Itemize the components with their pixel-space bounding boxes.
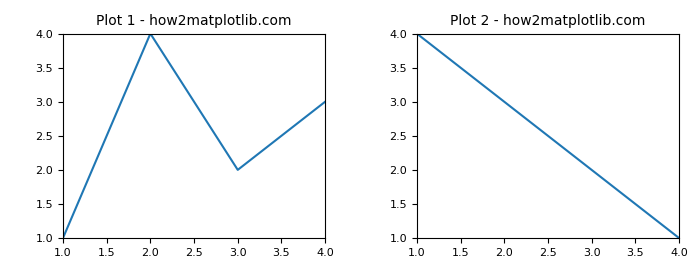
Title: Plot 2 - how2matplotlib.com: Plot 2 - how2matplotlib.com xyxy=(450,14,645,28)
Title: Plot 1 - how2matplotlib.com: Plot 1 - how2matplotlib.com xyxy=(97,14,292,28)
